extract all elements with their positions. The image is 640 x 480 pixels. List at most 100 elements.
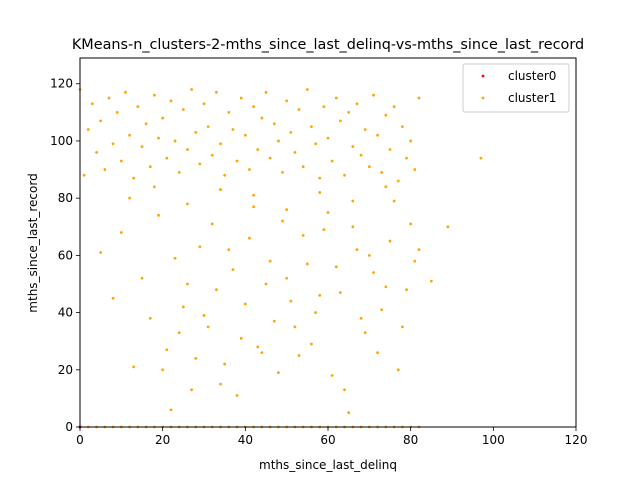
scatter-point-cluster1 — [190, 88, 194, 91]
scatter-point-cluster1 — [272, 122, 276, 126]
scatter-point-cluster1 — [161, 116, 165, 120]
scatter-point-cluster1 — [396, 368, 400, 372]
scatter-point-cluster1 — [202, 314, 206, 317]
scatter-point-cluster1 — [392, 199, 396, 203]
x-tick-label: 100 — [482, 433, 505, 447]
scatter-point-cluster1 — [277, 371, 280, 375]
scatter-point-cluster1 — [384, 185, 388, 189]
scatter-point-cluster1 — [202, 102, 206, 106]
scatter-point-cluster1 — [318, 294, 322, 297]
scatter-point-cluster1 — [219, 382, 222, 386]
points-layer — [78, 88, 483, 429]
scatter-point-cluster1 — [376, 133, 379, 137]
scatter-point-cluster1 — [210, 153, 214, 157]
scatter-point-cluster1 — [380, 171, 384, 174]
scatter-point-cluster1 — [367, 165, 371, 169]
scatter-point-cluster1 — [239, 96, 243, 100]
scatter-point-cluster1 — [401, 325, 404, 329]
scatter-point-cluster1 — [252, 193, 256, 197]
scatter-point-cluster1 — [293, 151, 297, 154]
scatter-point-cluster1 — [405, 156, 408, 160]
chart-title: KMeans-n_clusters-2-mths_since_last_deli… — [72, 37, 584, 53]
scatter-point-cluster1 — [264, 282, 268, 286]
scatter-point-cluster1 — [206, 125, 210, 129]
scatter-point-cluster1 — [86, 128, 90, 131]
scatter-point-cluster1 — [343, 173, 346, 177]
scatter-point-cluster1 — [132, 176, 136, 180]
scatter-point-cluster1 — [289, 299, 293, 303]
scatter-point-cluster1 — [173, 139, 177, 143]
scatter-point-cluster1 — [215, 90, 218, 94]
scatter-point-cluster1 — [330, 159, 334, 163]
scatter-point-cluster1 — [210, 222, 214, 226]
legend-label-cluster0: cluster0 — [508, 69, 556, 83]
scatter-point-cluster1 — [388, 239, 392, 243]
scatter-point-cluster1 — [310, 342, 313, 346]
y-tick-label: 40 — [58, 306, 73, 320]
scatter-point-cluster1 — [165, 156, 169, 160]
scatter-point-cluster1 — [285, 208, 289, 212]
y-tick-label: 80 — [58, 191, 73, 205]
scatter-point-cluster1 — [355, 102, 359, 106]
scatter-point-cluster1 — [384, 113, 388, 117]
scatter-point-cluster1 — [177, 171, 181, 174]
scatter-point-cluster1 — [157, 136, 160, 140]
scatter-point-cluster1 — [363, 331, 367, 334]
scatter-point-cluster1 — [140, 145, 144, 149]
scatter-point-cluster1 — [99, 251, 103, 254]
scatter-point-cluster1 — [190, 388, 194, 392]
x-tick-label: 80 — [403, 433, 418, 447]
scatter-point-cluster1 — [153, 93, 156, 97]
scatter-point-cluster1 — [347, 110, 351, 114]
scatter-point-cluster1 — [293, 325, 297, 329]
scatter-point-cluster1 — [351, 199, 355, 203]
scatter-point-cluster1 — [140, 276, 144, 280]
scatter-point-cluster1 — [107, 96, 111, 100]
x-tick-label: 20 — [155, 433, 170, 447]
scatter-point-cluster1 — [231, 268, 235, 272]
scatter-point-cluster1 — [252, 105, 256, 109]
scatter-point-cluster1 — [243, 302, 247, 306]
scatter-point-cluster1 — [305, 262, 309, 266]
scatter-point-cluster1 — [248, 236, 251, 240]
scatter-point-cluster1 — [91, 102, 94, 106]
legend-label-cluster1: cluster1 — [508, 91, 556, 105]
scatter-point-cluster1 — [413, 259, 417, 263]
scatter-point-cluster1 — [376, 351, 379, 355]
scatter-point-cluster1 — [173, 256, 177, 260]
scatter-point-cluster1 — [248, 168, 251, 171]
scatter-point-cluster1 — [347, 411, 351, 415]
scatter-point-cluster1 — [417, 248, 421, 252]
scatter-point-cluster1 — [256, 345, 260, 349]
scatter-point-cluster1 — [322, 228, 326, 232]
scatter-point-cluster1 — [305, 88, 309, 91]
scatter-point-cluster1 — [359, 153, 363, 157]
scatter-point-cluster1 — [148, 316, 152, 320]
scatter-point-cluster1 — [256, 148, 260, 151]
scatter-point-cluster1 — [169, 408, 173, 412]
y-tick-label: 60 — [58, 248, 73, 262]
x-tick-label: 120 — [565, 433, 588, 447]
scatter-point-cluster1 — [446, 225, 450, 229]
x-axis: 0 20 40 60 80 100 120 — [76, 427, 587, 447]
y-tick-label: 0 — [65, 420, 73, 434]
scatter-point-cluster1 — [186, 282, 189, 286]
scatter-point-cluster1 — [285, 276, 289, 280]
scatter-point-cluster1 — [384, 285, 388, 289]
scatter-point-cluster1 — [396, 179, 400, 183]
scatter-point-cluster1 — [148, 165, 152, 169]
scatter-point-cluster1 — [124, 90, 127, 94]
legend-marker-cluster0 — [481, 74, 485, 78]
scatter-point-cluster1 — [99, 119, 103, 123]
scatter-point-cluster1 — [479, 156, 483, 160]
scatter-point-cluster1 — [343, 388, 346, 392]
y-axis: 0 20 40 60 80 100 120 — [50, 77, 80, 434]
legend: cluster0 cluster1 — [462, 63, 570, 113]
scatter-point-cluster1 — [318, 191, 322, 194]
scatter-point-cluster1 — [268, 259, 272, 263]
scatter-point-cluster1 — [417, 96, 421, 100]
scatter-point-cluster1 — [119, 231, 123, 234]
scatter-point-cluster1 — [227, 248, 231, 252]
scatter-point-cluster1 — [281, 171, 284, 174]
